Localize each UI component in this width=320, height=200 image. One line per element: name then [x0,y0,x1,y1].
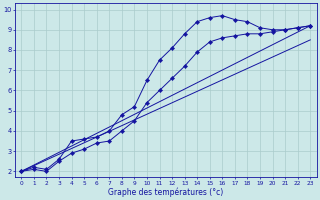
X-axis label: Graphe des températures (°c): Graphe des températures (°c) [108,187,223,197]
